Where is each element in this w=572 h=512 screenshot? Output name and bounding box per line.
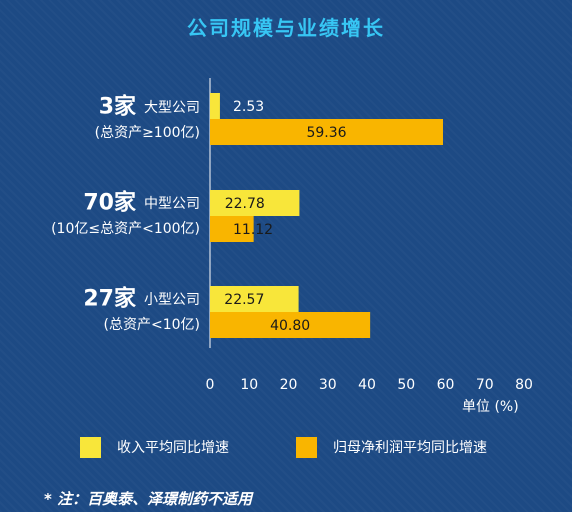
bar-value-label: 11.12 <box>233 222 273 238</box>
legend-item-revenue: 收入平均同比增速 <box>80 436 229 458</box>
legend-swatch-revenue <box>80 436 101 458</box>
bar <box>210 190 300 216</box>
category-name: 大型公司 <box>144 99 200 116</box>
bar-value-label: 22.78 <box>225 196 265 212</box>
x-tick-label: 60 <box>437 377 455 393</box>
legend-swatch-profit <box>296 436 317 458</box>
category-note: (10亿≤总资产<100亿) <box>51 220 200 237</box>
category-count: 27家 <box>83 286 136 312</box>
bar-value-label: 2.53 <box>233 99 264 115</box>
bar <box>210 216 254 242</box>
category-label-large: 3家 大型公司 (总资产≥100亿) <box>22 92 200 143</box>
bar <box>210 119 443 145</box>
bar <box>210 286 299 312</box>
chart-title: 公司规模与业绩增长 <box>187 16 385 40</box>
category-note: (总资产≥100亿) <box>94 124 200 141</box>
bar-value-label: 59.36 <box>306 125 346 141</box>
x-tick-label: 10 <box>240 377 258 393</box>
x-tick-label: 40 <box>358 377 376 393</box>
category-note: (总资产<10亿) <box>103 316 200 333</box>
category-label-medium: 70家 中型公司 (10亿≤总资产<100亿) <box>22 188 200 239</box>
category-name: 小型公司 <box>144 291 200 308</box>
bar-value-label: 22.57 <box>224 292 264 308</box>
footnote: * 注：百奥泰、泽璟制药不适用 <box>44 490 253 508</box>
bar-value-label: 40.80 <box>270 318 310 334</box>
x-tick-label: 80 <box>515 377 533 393</box>
bar <box>210 312 371 338</box>
x-tick-label: 30 <box>319 377 337 393</box>
bar <box>210 93 220 119</box>
category-label-small: 27家 小型公司 (总资产<10亿) <box>22 284 200 335</box>
bar-chart: 2.53 59.36 22.78 11.12 22.57 40.80 0 10 20 30 40 50… <box>206 78 533 393</box>
x-tick-label: 0 <box>206 377 215 393</box>
x-tick-label: 50 <box>397 377 415 393</box>
x-tick-label: 70 <box>476 377 494 393</box>
legend-label-revenue: 收入平均同比增速 <box>117 440 229 456</box>
category-name: 中型公司 <box>144 195 200 212</box>
category-count: 3家 <box>98 94 136 120</box>
category-count: 70家 <box>83 190 136 216</box>
legend-item-profit: 归母净利润平均同比增速 <box>296 436 487 458</box>
unit-label: 单位 (%) <box>462 399 519 415</box>
x-tick-label: 20 <box>280 377 298 393</box>
legend-label-profit: 归母净利润平均同比增速 <box>333 440 487 456</box>
